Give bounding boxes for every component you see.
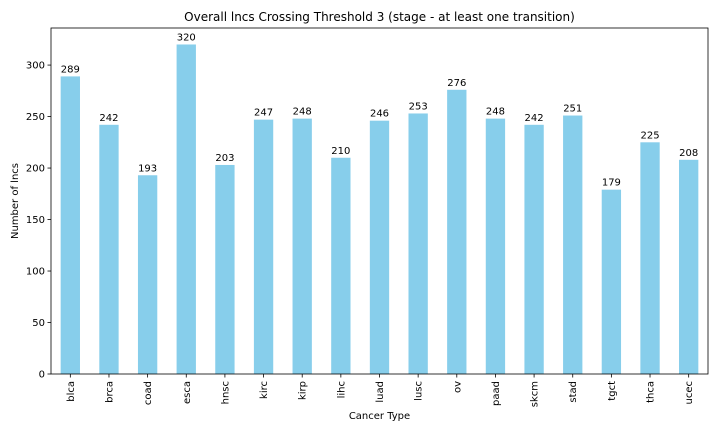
plot-frame (50, 27, 709, 375)
x-tick-label-kirc: kirc (259, 381, 270, 399)
x-tick-label-esca: esca (182, 381, 193, 404)
data-label-thca: 225 (640, 130, 659, 141)
bar-lusc (408, 113, 428, 374)
bar-brca (99, 124, 119, 374)
x-axis-title: Cancer Type (349, 411, 410, 422)
x-tick-label-lihc: lihc (336, 381, 347, 398)
bar-coad (137, 175, 158, 374)
data-label-stad: 251 (563, 104, 582, 115)
bar-esca (176, 44, 196, 374)
data-label-coad: 193 (138, 163, 157, 174)
x-tick-label-tgct: tgct (607, 381, 618, 401)
data-label-ov: 276 (447, 78, 466, 89)
data-label-tgct: 179 (602, 178, 621, 189)
x-tick-label-thca: thca (646, 381, 657, 403)
bar-skcm (524, 124, 544, 374)
x-tick-label-ov: ov (452, 381, 463, 393)
data-label-blca: 289 (61, 64, 80, 75)
y-tick-label-0: 0 (39, 370, 45, 381)
bar-paad (485, 118, 506, 375)
y-tick-label-200: 200 (26, 164, 45, 175)
x-tick-label-skcm: skcm (530, 381, 541, 407)
x-tick-label-blca: blca (66, 381, 77, 402)
data-label-esca: 320 (177, 32, 196, 43)
bar-hnsc (215, 164, 235, 374)
y-tick-label-300: 300 (26, 61, 45, 72)
bar-blca (60, 76, 80, 375)
x-tick-label-kirp: kirp (298, 381, 309, 400)
x-tick-label-brca: brca (104, 381, 115, 403)
bar-stad (563, 115, 583, 374)
bar-luad (369, 120, 390, 375)
x-tick-label-ucec: ucec (684, 381, 695, 405)
data-label-kirc: 247 (254, 108, 273, 119)
x-tick-label-stad: stad (568, 381, 579, 403)
y-axis-title: Number of lncs (10, 163, 21, 239)
bar-tgct (601, 189, 622, 374)
data-label-luad: 246 (370, 109, 389, 120)
y-tick-label-100: 100 (26, 267, 45, 278)
data-label-skcm: 242 (525, 113, 544, 124)
data-label-kirp: 248 (293, 107, 312, 118)
data-label-hnsc: 203 (215, 153, 234, 164)
x-tick-label-coad: coad (143, 381, 154, 405)
bar-kirc (253, 119, 274, 375)
plot-area: 289 blca 242 brca 193 coad 320 esca 203 hnsc 247 ki… (26, 32, 699, 407)
data-label-paad: 248 (486, 107, 505, 118)
bar-thca (640, 142, 660, 374)
data-label-lusc: 253 (409, 101, 428, 112)
data-label-ucec: 208 (679, 148, 698, 159)
x-tick-label-lusc: lusc (414, 381, 425, 401)
bar-ov (447, 89, 467, 374)
y-tick-label-250: 250 (26, 112, 45, 123)
bar-ucec (679, 159, 699, 374)
chart-title: Overall lncs Crossing Threshold 3 (stage… (184, 10, 575, 24)
data-label-brca: 242 (99, 113, 118, 124)
x-tick-label-hnsc: hnsc (220, 381, 231, 404)
bar-lihc (331, 157, 351, 374)
bar-kirp (292, 118, 312, 375)
data-label-lihc: 210 (331, 146, 350, 157)
y-tick-label-50: 50 (32, 318, 45, 329)
y-tick-label-150: 150 (26, 215, 45, 226)
x-tick-label-luad: luad (375, 381, 386, 403)
x-tick-label-paad: paad (491, 381, 502, 406)
